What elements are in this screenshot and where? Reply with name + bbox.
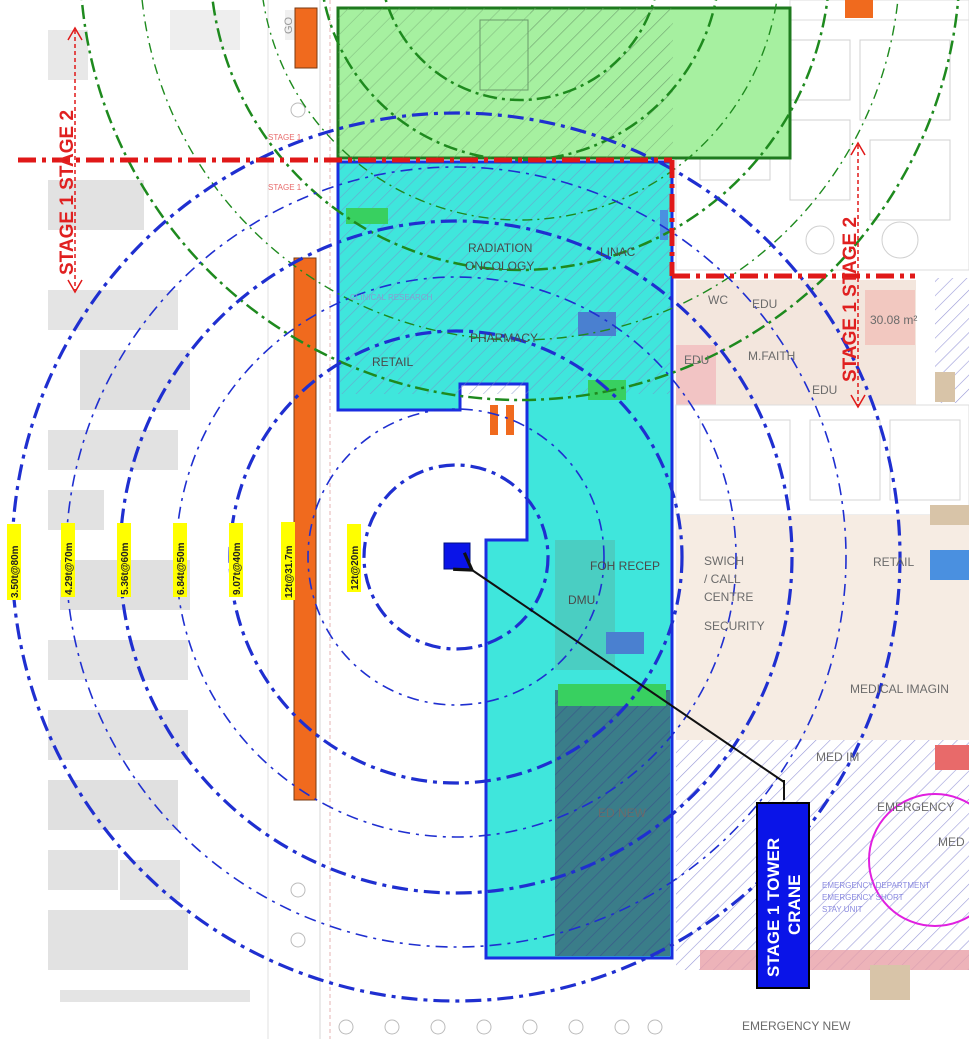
room-label: RETAIL	[873, 555, 914, 569]
room-label: 30.08 m²	[870, 313, 917, 327]
crane-pointer-arrow	[453, 552, 785, 783]
room-label: EMERGENCY DEPARTMENT	[822, 881, 930, 890]
room-labels: RADIATION ONCOLOGY PHARMACY RETAIL LINAC…	[350, 241, 965, 1033]
room-label: SECURITY	[704, 619, 765, 633]
room-label: STAY UNIT	[822, 905, 863, 914]
room-label: EMERGENCY NEW	[742, 1019, 851, 1033]
stage2-zone	[336, 6, 792, 160]
room-label: RADIATION	[468, 241, 532, 255]
radius-label-20m: 12t@20m	[350, 546, 361, 590]
room-label: RETAIL	[372, 355, 413, 369]
room-label: DMU	[568, 593, 595, 607]
room-label: ED NEW	[598, 806, 647, 820]
radius-label-50m: 6.84t@50m	[176, 542, 187, 595]
room-label: CLINICAL RESEARCH	[350, 293, 433, 302]
stage-division-lines	[18, 26, 915, 409]
room-label: / CALL	[704, 572, 741, 586]
radius-label-80m: 3.50t@80m	[10, 545, 21, 598]
room-label: MED IM	[816, 750, 859, 764]
room-label: EDU	[812, 383, 837, 397]
room-label: LINAC	[600, 245, 636, 259]
crane-label-box: STAGE 1 TOWER CRANE	[756, 802, 810, 989]
room-label: ONCOLOGY	[465, 259, 534, 273]
room-label: PHARMACY	[470, 331, 538, 345]
crane-label-line1: STAGE 1 TOWER	[764, 838, 783, 977]
stage-label-small: STAGE 1	[268, 183, 302, 192]
radius-label-40m: 9.07t@40m	[232, 542, 243, 595]
stage-label-right: STAGE 1 STAGE 2	[840, 217, 861, 382]
room-label: CENTRE	[704, 590, 753, 604]
tower-crane-marker	[443, 542, 471, 570]
room-label: WC	[708, 293, 728, 307]
room-label: EDU	[752, 297, 777, 311]
exclusion-bars	[293, 7, 514, 801]
stage-label-left: STAGE 1 STAGE 2	[57, 110, 78, 275]
room-label: EDU	[684, 353, 709, 367]
room-label: M.FAITH	[748, 349, 795, 363]
room-label: EMERGENCY	[877, 800, 954, 814]
radius-labels: 3.50t@80m 4.29t@70m 5.36t@60m 6.84t@50m …	[7, 522, 361, 600]
room-label: FOH RECEP	[590, 559, 660, 573]
room-label: MEDICAL IMAGIN	[850, 682, 949, 696]
room-label: SWICH	[704, 554, 744, 568]
radius-label-60m: 5.36t@60m	[120, 542, 131, 595]
grid-label: GO	[283, 16, 295, 34]
stage1-zone	[336, 160, 674, 960]
room-label: EMERGENCY SHORT	[822, 893, 904, 902]
radius-label-31-7m: 12t@31.7m	[284, 545, 295, 598]
radius-label-70m: 4.29t@70m	[64, 542, 75, 595]
stage-label-small: STAGE 1	[268, 133, 302, 142]
crane-label-line2: CRANE	[785, 875, 804, 935]
room-label: MED	[938, 835, 965, 849]
